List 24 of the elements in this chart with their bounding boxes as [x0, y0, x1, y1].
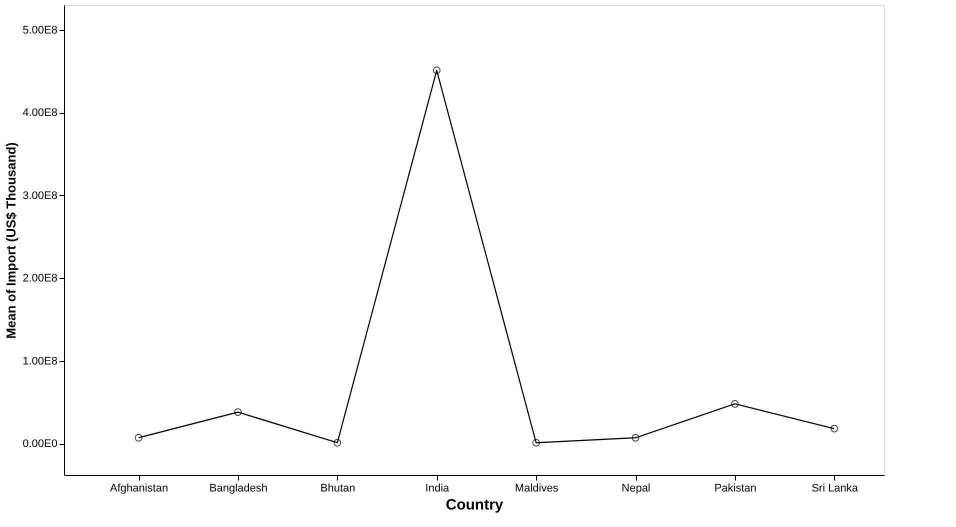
point [234, 408, 242, 416]
point [333, 438, 342, 447]
y-tick-label: 2.00E8 [22, 272, 58, 285]
point [532, 438, 540, 447]
x-tick-label: Pakistan [714, 482, 757, 494]
x-tick-label: Nepal [622, 482, 650, 494]
point [830, 424, 838, 433]
x-axis-title: Country [446, 496, 504, 514]
x-tick-label: Afghanistan [110, 482, 168, 494]
x-tick-label: India [425, 482, 450, 494]
y-tick-label: 4.00E8 [22, 107, 58, 120]
x-tick-label: Bangladesh [209, 482, 268, 494]
y-tick-label: 1.00E8 [22, 355, 58, 368]
point [632, 434, 640, 442]
y-tick-label: 3.00E8 [22, 190, 58, 202]
point [432, 66, 441, 74]
x-tick-label: Sri Lanka [812, 482, 859, 494]
point [731, 400, 739, 408]
x-tick-label: Maldives [514, 482, 559, 494]
point [134, 434, 142, 442]
y-tick-label: 5.00E8 [22, 24, 58, 36]
y-tick-label: 0.00E0 [22, 438, 58, 450]
y-axis-title: Mean of Import (US$ Thousand) [4, 142, 19, 339]
x-tick-label: Bhutan [320, 482, 356, 494]
